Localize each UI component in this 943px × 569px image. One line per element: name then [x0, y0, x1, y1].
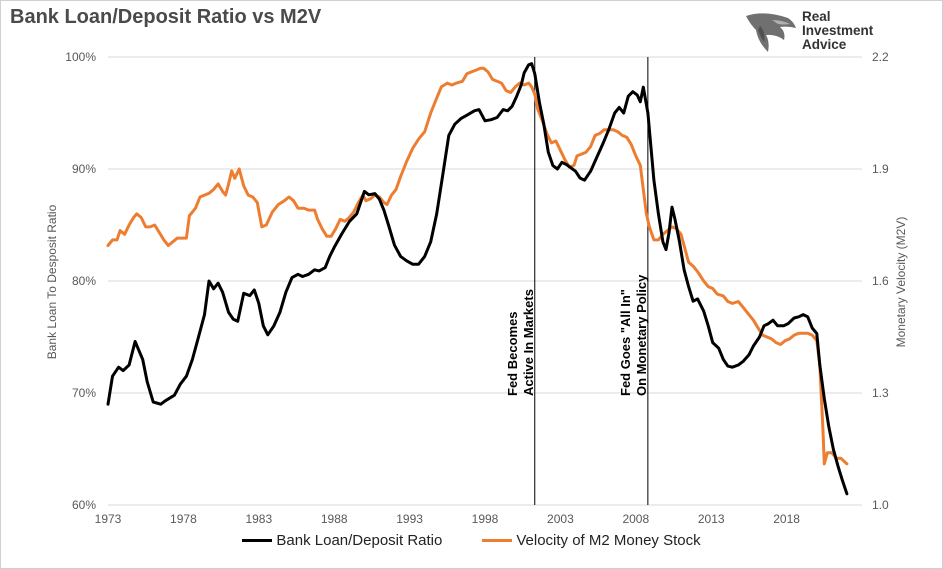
legend-item-loan-deposit: Bank Loan/Deposit Ratio	[242, 532, 442, 549]
left-axis-ticks: 60% 70% 80% 90% 100%	[65, 50, 96, 512]
chart-title: Bank Loan/Deposit Ratio vs M2V	[10, 6, 322, 28]
right-tick-label: 1.9	[872, 162, 889, 176]
annotation-lines	[534, 57, 649, 505]
logo-line-3: Advice	[802, 37, 847, 52]
right-tick-label: 1.6	[872, 274, 889, 288]
x-tick-label: 1983	[245, 512, 272, 526]
left-tick-label: 90%	[72, 162, 96, 176]
legend: Bank Loan/Deposit Ratio Velocity of M2 M…	[0, 532, 943, 549]
x-tick-label: 2003	[547, 512, 574, 526]
annotations: Fed Becomes Active In Markets Fed Goes "Al…	[505, 274, 649, 396]
series-lines	[106, 62, 849, 496]
legend-swatch-loan-deposit	[242, 539, 273, 542]
left-axis-title: Bank Loan To Desposit Ratio	[45, 204, 59, 359]
x-tick-label: 1973	[95, 512, 122, 526]
annotation-text: Fed Goes "All In"	[618, 289, 633, 396]
x-tick-label: 2008	[622, 512, 649, 526]
gridlines	[108, 56, 862, 506]
x-tick-label: 1993	[396, 512, 423, 526]
x-tick-label: 1978	[170, 512, 197, 526]
annotation-text: On Monetary Policy	[634, 274, 649, 396]
logo-line-2: Investment	[802, 23, 874, 38]
right-tick-label: 1.3	[872, 386, 889, 400]
legend-label-velocity: Velocity of M2 Money Stock	[516, 532, 701, 549]
right-tick-label: 1.0	[872, 498, 889, 512]
left-tick-label: 60%	[72, 498, 96, 512]
legend-label-loan-deposit: Bank Loan/Deposit Ratio	[276, 532, 443, 549]
series-line-loan-deposit	[106, 62, 849, 496]
x-tick-label: 2013	[698, 512, 725, 526]
eagle-icon	[746, 13, 796, 52]
x-tick-label: 1998	[472, 512, 499, 526]
annotation-text: Active In Markets	[521, 289, 536, 396]
annotation-text: Fed Becomes	[505, 311, 520, 396]
legend-swatch-velocity	[482, 539, 513, 542]
left-tick-label: 100%	[65, 50, 96, 64]
left-tick-label: 70%	[72, 386, 96, 400]
right-axis-ticks: 1.0 1.3 1.6 1.9 2.2	[872, 50, 889, 512]
right-tick-label: 2.2	[872, 50, 889, 64]
x-axis-ticks: 1973 1978 1983 1988 1993 1998 2003 2008 2013 2018	[95, 512, 801, 526]
logo-text: Real Investment Advice	[802, 10, 873, 52]
series-line-velocity	[106, 66, 849, 466]
left-tick-label: 80%	[72, 274, 96, 288]
x-tick-label: 1988	[321, 512, 348, 526]
x-tick-label: 2018	[773, 512, 800, 526]
legend-item-velocity: Velocity of M2 Money Stock	[482, 532, 701, 549]
logo-line-1: Real	[802, 9, 831, 24]
right-axis-title: Monetary Velocity (M2V)	[894, 217, 908, 348]
